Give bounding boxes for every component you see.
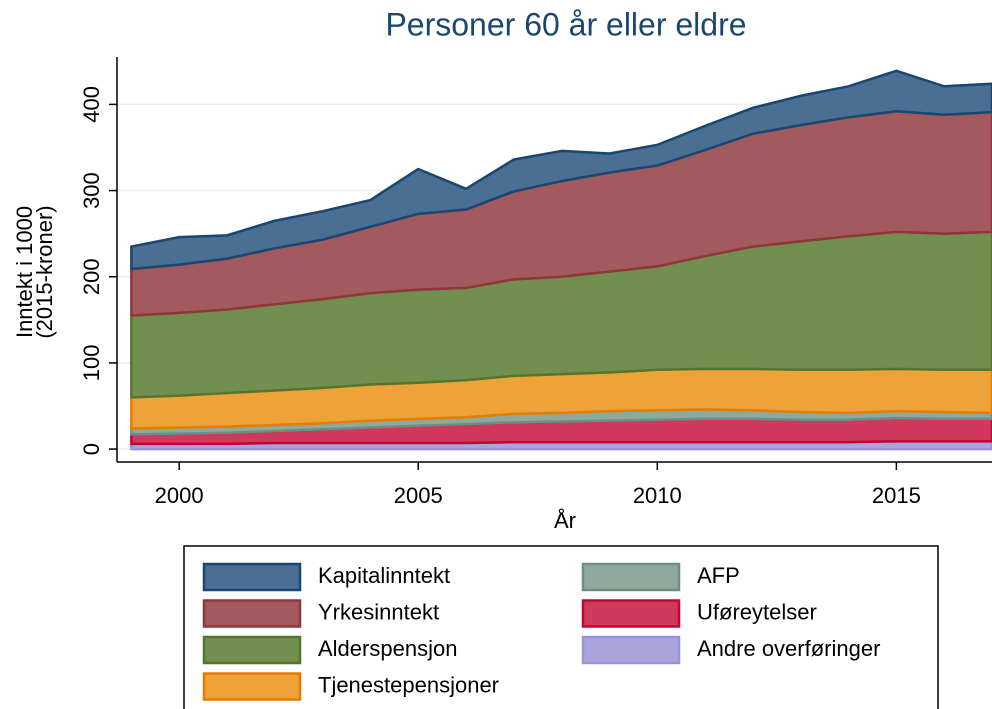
legend xyxy=(183,545,939,709)
legend-swatch xyxy=(581,562,681,592)
legend-label: Andre overføringer xyxy=(697,636,880,661)
legend-swatch xyxy=(581,635,681,665)
legend-label: Alderspensjon xyxy=(318,636,457,661)
legend-swatch xyxy=(202,599,302,628)
y-axis-label: (2015-kroner) xyxy=(32,205,57,338)
legend-swatch xyxy=(202,562,302,592)
x-tick-label: 2000 xyxy=(155,483,204,508)
legend-label: AFP xyxy=(697,563,740,588)
y-tick-label: 400 xyxy=(79,86,104,123)
area xyxy=(130,69,992,271)
legend-swatch xyxy=(581,599,681,628)
chart-title: Personer 60 år eller eldre xyxy=(385,6,746,42)
y-tick-label: 0 xyxy=(79,443,104,455)
y-tick-label: 300 xyxy=(79,172,104,209)
legend-label: Uføreytelser xyxy=(697,599,817,624)
legend-swatch xyxy=(202,635,302,665)
y-axis-label: Inntekt i 1000 xyxy=(12,206,37,338)
legend-swatch xyxy=(202,672,302,701)
x-tick-label: 2010 xyxy=(633,483,682,508)
legend-label: Kapitalinntekt xyxy=(318,563,450,588)
legend-label: Yrkesinntekt xyxy=(318,599,439,624)
y-tick-label: 100 xyxy=(79,345,104,382)
y-tick-label: 200 xyxy=(79,258,104,295)
x-axis-label: År xyxy=(554,508,576,533)
x-tick-label: 2005 xyxy=(394,483,443,508)
legend-label: Tjenestepensjoner xyxy=(318,672,499,697)
x-tick-label: 2015 xyxy=(872,483,921,508)
